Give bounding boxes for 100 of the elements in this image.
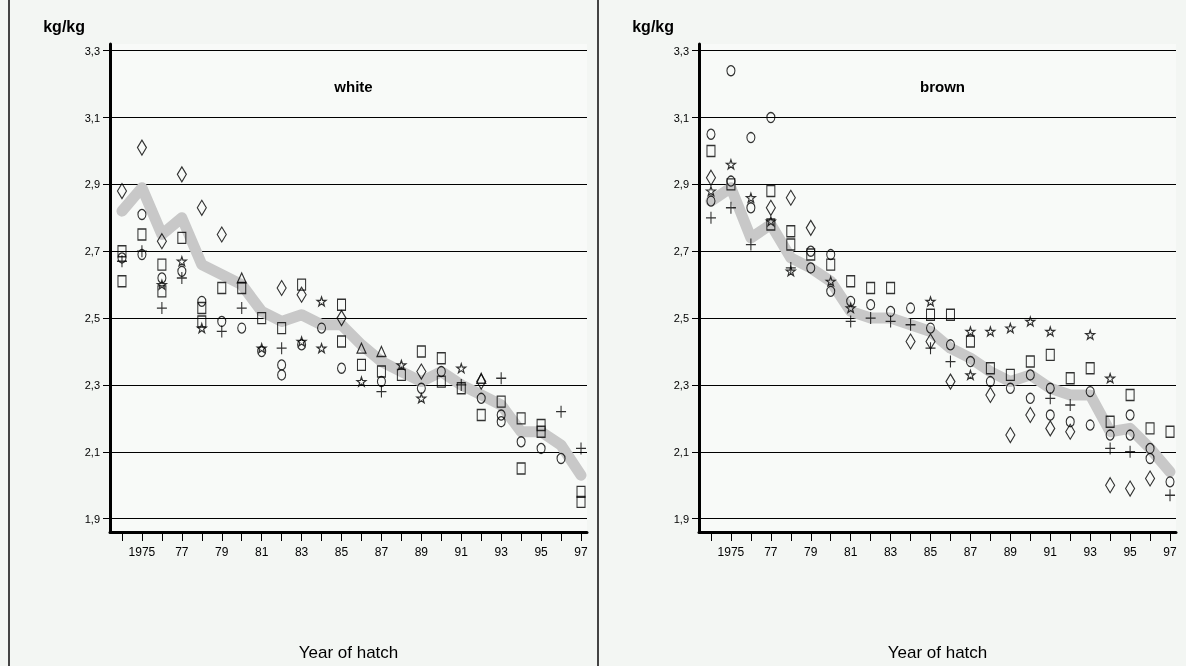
point: [197, 315, 207, 328]
x-tick-label: 83: [294, 545, 309, 559]
point: [536, 425, 546, 438]
point: [965, 355, 976, 368]
point: [336, 362, 347, 374]
point: [316, 296, 327, 307]
y-tick-label: 1,9: [84, 512, 100, 525]
point: [416, 345, 426, 358]
point: [1125, 429, 1135, 441]
point: [456, 382, 466, 395]
point: [356, 358, 367, 371]
point: [257, 345, 267, 358]
point: [1005, 382, 1015, 394]
point: [177, 231, 187, 244]
point: [257, 311, 267, 325]
point: [516, 462, 526, 475]
point: [137, 248, 147, 261]
y-tick-label: 2,9: [673, 178, 689, 191]
point: [806, 245, 816, 257]
y-tick-label: 3,3: [673, 44, 689, 57]
point: [396, 359, 407, 370]
point: [136, 244, 148, 258]
point: [806, 262, 816, 274]
x-tick-label: 77: [175, 545, 189, 559]
y-tick-label: 2,9: [84, 178, 100, 191]
point: [217, 315, 227, 328]
point: [965, 369, 976, 380]
point: [297, 278, 307, 291]
point: [117, 245, 127, 258]
point: [726, 65, 736, 77]
point: [886, 281, 896, 295]
point: [706, 144, 716, 158]
point: [1025, 369, 1035, 381]
point: [536, 442, 546, 455]
point: [925, 296, 936, 307]
point: [396, 368, 406, 381]
point: [765, 216, 776, 227]
point: [1025, 392, 1035, 404]
point: [236, 272, 247, 284]
point: [316, 322, 327, 334]
point: [806, 248, 816, 261]
point: [826, 248, 836, 261]
point: [745, 237, 757, 252]
point: [1085, 419, 1095, 431]
y-tick-label: 2,7: [84, 245, 100, 258]
x-tick-label: 79: [804, 545, 818, 559]
point: [785, 266, 796, 277]
point: [176, 271, 188, 285]
point: [496, 409, 506, 421]
point: [786, 238, 796, 251]
point: [745, 192, 756, 203]
x-tick-label: 91: [454, 545, 469, 559]
point: [766, 111, 776, 124]
point: [316, 343, 327, 354]
x-tick-label: 97: [574, 545, 589, 559]
point: [496, 416, 506, 428]
point: [944, 354, 957, 369]
point: [786, 225, 796, 238]
point: [476, 372, 487, 384]
point: [297, 339, 307, 351]
point: [885, 314, 897, 329]
y-tick-label: 2,3: [84, 378, 100, 391]
text: white: [333, 78, 373, 95]
y-tick-label: 2,5: [673, 312, 689, 325]
point: [705, 211, 717, 225]
point: [376, 345, 387, 358]
point: [1145, 452, 1155, 465]
x-tick-label: 91: [1043, 545, 1058, 559]
point: [1045, 326, 1056, 337]
y-tick-label: 2,7: [673, 245, 689, 258]
point: [746, 202, 756, 214]
point: [985, 375, 995, 388]
point: [1005, 368, 1015, 381]
point: [1164, 488, 1176, 502]
point: [436, 365, 446, 378]
text: brown: [920, 78, 965, 95]
point: [416, 382, 426, 394]
x-tick-label: 87: [374, 545, 389, 559]
x-tick-label: 77: [764, 545, 778, 559]
point: [575, 441, 587, 456]
y-tick-label: 2,3: [673, 378, 689, 391]
point: [236, 301, 248, 315]
y-tick-label: 2,5: [84, 312, 100, 325]
point: [217, 281, 227, 295]
y-axis-title: kg/kg: [632, 17, 674, 35]
point: [965, 335, 976, 348]
point: [177, 265, 187, 277]
y-axis-title: kg/kg: [43, 17, 85, 35]
point: [1125, 388, 1135, 402]
y-tick-label: 3,1: [84, 111, 100, 124]
point: [516, 436, 526, 448]
point: [985, 362, 995, 375]
point: [117, 252, 127, 264]
x-tick-label: 79: [215, 545, 229, 559]
point: [706, 128, 716, 140]
x-axis-title: Year of hatch: [298, 643, 399, 662]
point: [825, 276, 836, 287]
point: [746, 131, 756, 144]
point: [237, 322, 247, 334]
point: [376, 375, 387, 388]
